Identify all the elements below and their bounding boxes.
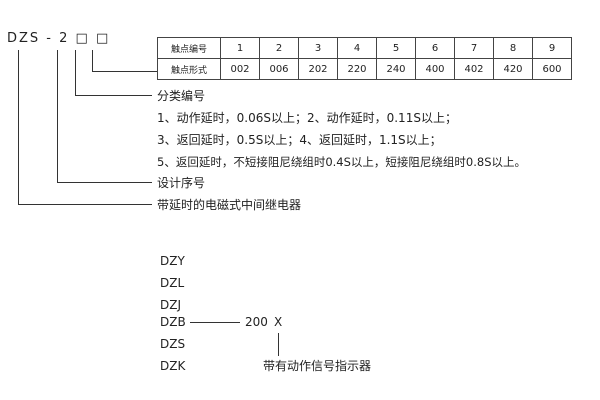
label-line1: 1、动作延时，0.06S以上；2、动作延时，0.11S以上； [157, 111, 457, 125]
series-item: DZK [160, 359, 186, 373]
cell: 3 [298, 37, 338, 59]
table-row: 触点形式 002 006 202 220 240 400 402 420 600 [157, 58, 572, 80]
cell: 9 [532, 37, 572, 59]
cell: 600 [532, 58, 572, 80]
label-relay-type: 带延时的电磁式中间继电器 [157, 198, 302, 212]
suffix-note: 带有动作信号指示器 [263, 359, 372, 373]
contact-table: 触点编号 1 2 3 4 5 6 7 8 9 触点形式 002 006 202 … [157, 37, 572, 80]
series-item: DZJ [160, 298, 181, 312]
cell: 420 [493, 58, 533, 80]
cell: 1 [220, 37, 260, 59]
series-item: DZB [160, 315, 186, 329]
cell: 220 [337, 58, 377, 80]
suffix-code: 200 [245, 315, 268, 329]
cell: 240 [376, 58, 416, 80]
connector-relay [18, 50, 152, 205]
cell: 8 [493, 37, 533, 59]
cell: 4 [337, 37, 377, 59]
table-row: 触点编号 1 2 3 4 5 6 7 8 9 [157, 37, 572, 59]
cell: 2 [259, 37, 299, 59]
cell: 7 [454, 37, 494, 59]
series-item: DZL [160, 276, 185, 290]
cell: 006 [259, 58, 299, 80]
label-classification: 分类编号 [157, 89, 206, 103]
connector-classification [75, 50, 152, 96]
label-design-no: 设计序号 [157, 176, 206, 190]
cell: 6 [415, 37, 455, 59]
cell: 202 [298, 58, 338, 80]
model-code: DZS - 2 □ □ [7, 31, 111, 46]
cell: 002 [220, 58, 260, 80]
row-header: 触点编号 [157, 37, 221, 59]
label-line2: 3、返回延时，0.5S以上；4、返回延时，1.1S以上； [157, 133, 442, 147]
connector-design [57, 50, 152, 183]
suffix-x: X [274, 315, 283, 329]
series-item: DZS [160, 337, 186, 351]
row-header: 触点形式 [157, 58, 221, 80]
cell: 402 [454, 58, 494, 80]
cell: 400 [415, 58, 455, 80]
connector-contact [92, 50, 157, 72]
cell: 5 [376, 37, 416, 59]
label-line3: 5、返回延时，不短接阻尼绕组时0.4S以上，短接阻尼绕组时0.8S以上。 [157, 155, 526, 169]
series-item: DZY [160, 254, 185, 268]
